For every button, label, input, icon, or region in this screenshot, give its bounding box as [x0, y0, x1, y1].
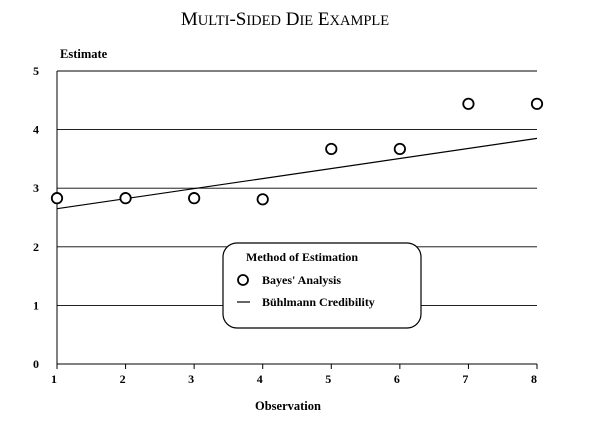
bayes-point: [530, 97, 544, 110]
bayes-point: [50, 192, 64, 205]
y-tick-label: 1: [33, 298, 39, 312]
y-axis: 0 1 2 3 4 5: [33, 64, 58, 371]
x-tick-label: 1: [51, 372, 57, 386]
credibility-line-series: [56, 137, 538, 210]
x-tick-label: 2: [120, 372, 126, 386]
title-part: ULTI: [198, 13, 230, 29]
chart-title: MULTI-SIDED DIE EXAMPLE: [181, 9, 389, 30]
legend-entry-buhlmann: Bühlmann Credibility: [262, 295, 375, 309]
title-part: -S: [229, 9, 246, 30]
x-tick-label: 4: [257, 372, 263, 386]
title-part: XAMPLE: [330, 13, 390, 29]
title-part: D: [281, 9, 299, 30]
y-tick-label: 4: [33, 123, 39, 137]
x-tick-label: 7: [462, 372, 468, 386]
credibility-line: [56, 137, 538, 210]
x-tick-label: 5: [325, 372, 331, 386]
legend-entry-bayes: Bayes' Analysis: [262, 273, 341, 287]
x-tick-label: 6: [394, 372, 400, 386]
bayes-point: [393, 142, 406, 156]
x-axis-label: Observation: [255, 399, 321, 413]
legend-title: Method of Estimation: [246, 250, 358, 264]
y-axis-label: Estimate: [60, 47, 108, 61]
bayes-point: [325, 142, 338, 156]
y-tick-label: 5: [33, 64, 39, 78]
title-part: M: [181, 9, 198, 30]
legend-circle-marker: [237, 274, 249, 286]
bayes-points-series: [50, 97, 544, 206]
x-axis: 1 2 3 4 5 6 7 8: [51, 363, 538, 386]
x-tick-label: 8: [531, 372, 537, 386]
legend-box: [222, 242, 422, 329]
title-part: IE: [299, 13, 313, 29]
y-tick-label: 0: [33, 357, 39, 371]
x-tick-label: 3: [188, 372, 194, 386]
bayes-point: [188, 192, 201, 205]
bayes-point: [462, 97, 475, 110]
title-part: E: [313, 9, 329, 30]
bayes-point: [256, 193, 269, 206]
legend: Method of Estimation Bayes' Analysis Büh…: [222, 242, 422, 329]
y-tick-label: 2: [33, 240, 39, 254]
gridlines: [57, 70, 537, 306]
bayes-point: [119, 192, 132, 205]
y-tick-label: 3: [33, 181, 39, 195]
title-part: IDED: [246, 13, 281, 29]
